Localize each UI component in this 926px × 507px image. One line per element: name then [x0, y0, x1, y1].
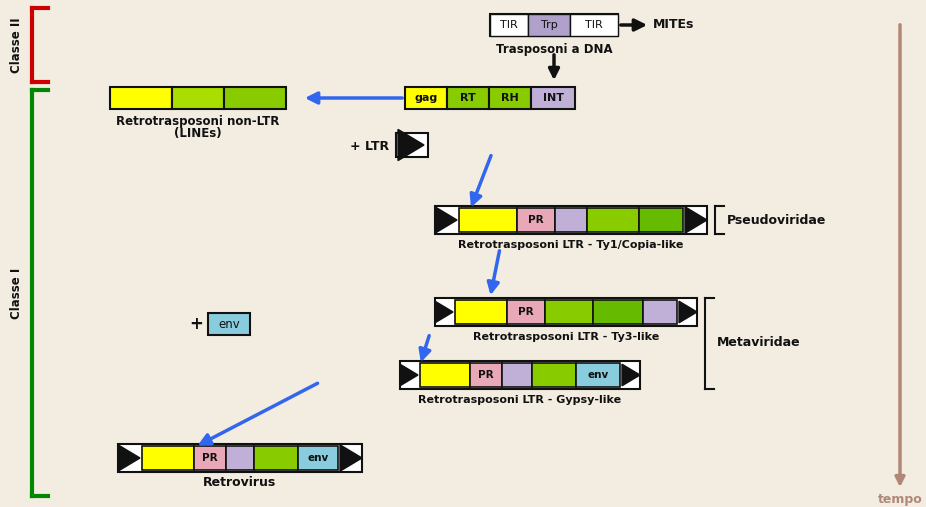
Text: INT: INT	[543, 93, 564, 103]
Bar	[502, 363, 532, 387]
Bar	[507, 300, 545, 324]
Text: + LTR: + LTR	[350, 140, 389, 154]
Bar	[555, 208, 587, 232]
Polygon shape	[435, 207, 457, 233]
Bar	[570, 14, 618, 36]
Polygon shape	[679, 301, 697, 323]
Bar	[172, 87, 224, 109]
Bar	[208, 313, 250, 335]
Text: PR: PR	[519, 307, 533, 317]
Bar	[531, 87, 575, 109]
Bar	[435, 206, 707, 234]
Text: Trasposoni a DNA: Trasposoni a DNA	[495, 43, 612, 55]
Bar	[396, 133, 428, 157]
Text: TIR: TIR	[585, 20, 603, 30]
Polygon shape	[622, 364, 640, 386]
Bar	[587, 208, 639, 232]
Text: env: env	[587, 370, 608, 380]
Bar	[517, 208, 555, 232]
Text: Retrotrasposoni LTR - Ty1/Copia-like: Retrotrasposoni LTR - Ty1/Copia-like	[458, 240, 683, 250]
Text: Retrotrasposoni non-LTR: Retrotrasposoni non-LTR	[117, 115, 280, 127]
Bar	[528, 14, 570, 36]
Polygon shape	[118, 445, 140, 471]
Text: Trp: Trp	[541, 20, 557, 30]
Polygon shape	[435, 301, 453, 323]
Text: tempo: tempo	[878, 493, 922, 506]
Bar	[194, 446, 226, 470]
Text: Classe I: Classe I	[10, 267, 23, 318]
Text: TIR: TIR	[500, 20, 518, 30]
Bar	[298, 446, 338, 470]
Bar	[576, 363, 620, 387]
Bar	[459, 208, 517, 232]
Bar	[224, 87, 286, 109]
Bar	[643, 300, 677, 324]
Bar	[470, 363, 502, 387]
Bar	[532, 363, 576, 387]
Bar	[435, 298, 697, 326]
Bar	[420, 363, 470, 387]
Bar	[400, 361, 640, 389]
Text: PR: PR	[528, 215, 544, 225]
Text: RT: RT	[460, 93, 476, 103]
Bar	[254, 446, 298, 470]
Text: Classe II: Classe II	[10, 17, 23, 73]
Bar	[226, 446, 254, 470]
Bar	[639, 208, 683, 232]
Text: Retrotrasposoni LTR - Gypsy-like: Retrotrasposoni LTR - Gypsy-like	[419, 395, 621, 405]
Polygon shape	[400, 364, 418, 386]
Bar	[545, 300, 593, 324]
Bar	[489, 87, 531, 109]
Bar	[593, 300, 643, 324]
Polygon shape	[685, 207, 707, 233]
Text: +: +	[189, 315, 203, 333]
Polygon shape	[398, 129, 424, 161]
Bar	[447, 87, 489, 109]
Text: Pseudoviridae: Pseudoviridae	[727, 213, 826, 227]
Text: env: env	[307, 453, 329, 463]
Text: Retrovirus: Retrovirus	[204, 476, 277, 489]
Text: env: env	[219, 317, 240, 331]
Bar	[490, 14, 528, 36]
Bar	[405, 87, 447, 109]
Bar	[118, 444, 362, 472]
Text: PR: PR	[202, 453, 218, 463]
Text: Retrotrasposoni LTR - Ty3-like: Retrotrasposoni LTR - Ty3-like	[473, 332, 659, 342]
Bar	[490, 14, 618, 36]
Bar	[142, 446, 194, 470]
Text: RH: RH	[501, 93, 519, 103]
Text: MITEs: MITEs	[653, 18, 694, 31]
Polygon shape	[340, 445, 362, 471]
Bar	[455, 300, 507, 324]
Text: (LINEs): (LINEs)	[174, 127, 222, 140]
Text: Metaviridae: Metaviridae	[717, 337, 801, 349]
Text: PR: PR	[478, 370, 494, 380]
Bar	[110, 87, 172, 109]
Text: gag: gag	[414, 93, 438, 103]
